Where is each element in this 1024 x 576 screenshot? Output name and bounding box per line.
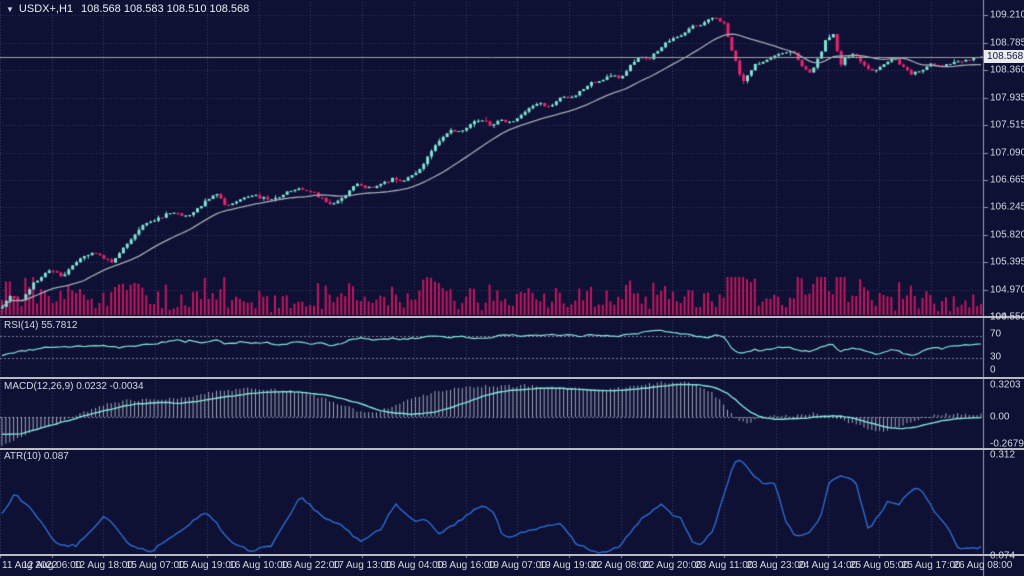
time-axis-label: 18 Aug 16:00 bbox=[436, 560, 496, 571]
rsi-scale-label: 0 bbox=[990, 364, 996, 376]
time-axis-label: 12 Aug 18:00 bbox=[73, 560, 133, 571]
symbol-dropdown-icon[interactable]: ▼ bbox=[6, 5, 14, 14]
macd-indicator-label: MACD(12,26,9) 0.0232 -0.0034 bbox=[4, 381, 144, 392]
time-axis-label: 16 Aug 10:00 bbox=[229, 560, 289, 571]
time-axis-label: 23 Aug 23:00 bbox=[746, 560, 806, 571]
time-axis-label: 22 Aug 08:00 bbox=[591, 560, 651, 571]
atr-scale-label: 0.074 bbox=[990, 550, 1016, 562]
macd-scale-label: -0.2679 bbox=[990, 438, 1024, 450]
rsi-indicator-label: RSI(14) 55.7812 bbox=[4, 320, 78, 331]
rsi-scale-label: 70 bbox=[990, 328, 1002, 340]
symbol-timeframe-label: USDX+,H1 bbox=[18, 3, 74, 15]
atr-indicator-label: ATR(10) 0.087 bbox=[4, 451, 69, 462]
price-axis-label: 104.550 bbox=[990, 311, 1024, 323]
price-axis-label: 105.395 bbox=[990, 256, 1024, 268]
time-axis-label: 15 Aug 07:00 bbox=[125, 560, 185, 571]
price-axis-label: 108.785 bbox=[990, 37, 1024, 49]
panel-separator-atr[interactable] bbox=[0, 448, 1024, 450]
time-axis-label: 23 Aug 11:00 bbox=[695, 560, 754, 571]
rsi-scale-label: 30 bbox=[990, 351, 1002, 363]
time-axis-label: 15 Aug 19:00 bbox=[177, 560, 237, 571]
price-axis-label: 108.360 bbox=[990, 64, 1024, 76]
ohlc-readout: 108.568 108.583 108.510 108.568 bbox=[81, 3, 250, 15]
time-axis-label: 16 Aug 22:00 bbox=[280, 560, 340, 571]
time-axis-label: 22 Aug 20:00 bbox=[643, 560, 702, 571]
macd-scale-label: 0.3203 bbox=[990, 379, 1021, 391]
price-axis-label: 107.515 bbox=[990, 119, 1024, 131]
time-axis-label: 19 Aug 19:00 bbox=[539, 560, 599, 571]
time-axis-separator bbox=[0, 554, 1024, 556]
time-axis-label: 11 Aug 2022 bbox=[2, 560, 58, 571]
price-axis-label: 106.665 bbox=[990, 174, 1024, 186]
time-axis-label: 25 Aug 17:00 bbox=[901, 560, 961, 571]
price-axis-label: 105.820 bbox=[990, 229, 1024, 241]
time-axis-label: 18 Aug 04:00 bbox=[384, 560, 444, 571]
time-axis-label: 12 Aug 06:00 bbox=[22, 560, 82, 571]
chart-title-bar: ▼ USDX+,H1 108.568 108.583 108.510 108.568 bbox=[6, 3, 249, 15]
price-axis-label: 106.245 bbox=[990, 201, 1024, 213]
time-axis-label: 24 Aug 14:00 bbox=[798, 560, 858, 571]
price-axis-label: 107.935 bbox=[990, 92, 1024, 104]
price-axis-label: 104.970 bbox=[990, 284, 1024, 296]
atr-scale-label: 0.312 bbox=[990, 449, 1016, 461]
macd-scale-label: 0.00 bbox=[990, 411, 1010, 423]
time-axis-label: 25 Aug 05:00 bbox=[849, 560, 909, 571]
time-axis-label: 19 Aug 07:00 bbox=[487, 560, 547, 571]
current-price-tag: 108.568 bbox=[984, 50, 1024, 63]
rsi-scale-label: 100 bbox=[990, 311, 1007, 323]
price-axis-label: 109.210 bbox=[990, 9, 1024, 21]
panel-separator-macd[interactable] bbox=[0, 377, 1024, 379]
panel-separator-rsi[interactable] bbox=[0, 316, 1024, 318]
price-axis-label: 107.090 bbox=[990, 147, 1024, 159]
time-axis-label: 17 Aug 13:00 bbox=[332, 560, 392, 571]
time-axis-label: 26 Aug 08:00 bbox=[953, 560, 1013, 571]
